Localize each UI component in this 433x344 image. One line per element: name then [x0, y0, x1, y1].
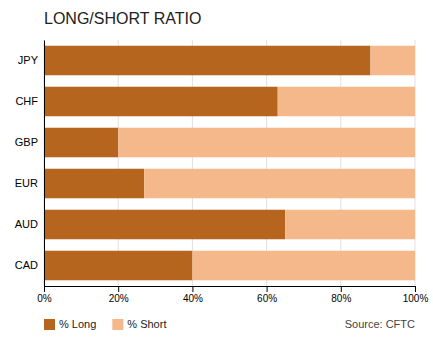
grid-line [44, 40, 45, 286]
bar [144, 169, 415, 199]
title: LONG/SHORT RATIO [44, 10, 201, 27]
bars [44, 46, 415, 281]
legend: % Long % Short [44, 318, 166, 330]
grid-line [415, 40, 416, 286]
tick: 40% [183, 286, 203, 304]
legend-label: % Short [127, 318, 166, 330]
tick: EUR [15, 177, 44, 189]
grid-line [266, 40, 267, 286]
tick: CHF [15, 95, 44, 107]
tick-label: 0% [37, 293, 52, 304]
grid-line [340, 40, 341, 286]
tick: 60% [257, 286, 277, 304]
tick: AUD [15, 218, 44, 230]
bar [44, 169, 144, 199]
legend-swatch [44, 319, 55, 330]
tick-label: 40% [183, 293, 203, 304]
tick-mark [341, 286, 342, 292]
bar [370, 46, 415, 76]
tick-label: EUR [15, 177, 38, 189]
legend-swatch [112, 319, 123, 330]
legend-item: % Short [112, 318, 166, 330]
bar [278, 87, 415, 117]
axis-domain [44, 41, 45, 287]
tick-mark [192, 286, 193, 292]
tick: JPY [18, 54, 44, 66]
tick: 80% [331, 286, 351, 304]
tick-label: 60% [257, 293, 277, 304]
bar [44, 87, 278, 117]
bar [118, 128, 415, 158]
bar [192, 251, 415, 281]
tick-label: AUD [15, 218, 38, 230]
y-axis: JPY CHF GBP EUR AUD CAD [15, 41, 45, 287]
grid-line [118, 40, 119, 286]
bar [44, 251, 192, 281]
bar [285, 210, 415, 240]
axis-domain [45, 287, 416, 293]
tick-mark [415, 286, 416, 292]
tick-mark [267, 286, 268, 292]
tick-label: CHF [15, 95, 38, 107]
tick: 20% [109, 286, 129, 304]
tick-label: GBP [15, 136, 38, 148]
tick-label: CAD [15, 259, 38, 271]
tick: GBP [15, 136, 44, 148]
annotation: Source: CFTC [345, 318, 415, 330]
tick-label: JPY [18, 54, 39, 66]
tick-mark [118, 286, 119, 292]
tick: 100% [403, 286, 429, 304]
bar [44, 128, 118, 158]
plot: 0% 20% 40% 60% 80% 100% JPY CHF GBP EUR AUD CAD [15, 40, 429, 304]
chart: LONG/SHORT RATIO 0% 20% 40% 60% 80% 100% JPY CHF… [0, 0, 433, 344]
legend-label: % Long [59, 318, 96, 330]
grid [44, 40, 415, 286]
legend-item: % Long [44, 318, 96, 330]
bar [44, 210, 285, 240]
tick: CAD [15, 259, 44, 271]
x-axis: 0% 20% 40% 60% 80% 100% [37, 286, 428, 304]
tick: 0% [37, 286, 52, 304]
bar [44, 46, 370, 76]
tick-mark [44, 286, 45, 292]
tick-label: 80% [331, 293, 351, 304]
series [118, 46, 415, 281]
grid-line [192, 40, 193, 286]
series [44, 46, 370, 281]
tick-label: 100% [403, 293, 429, 304]
tick-label: 20% [109, 293, 129, 304]
